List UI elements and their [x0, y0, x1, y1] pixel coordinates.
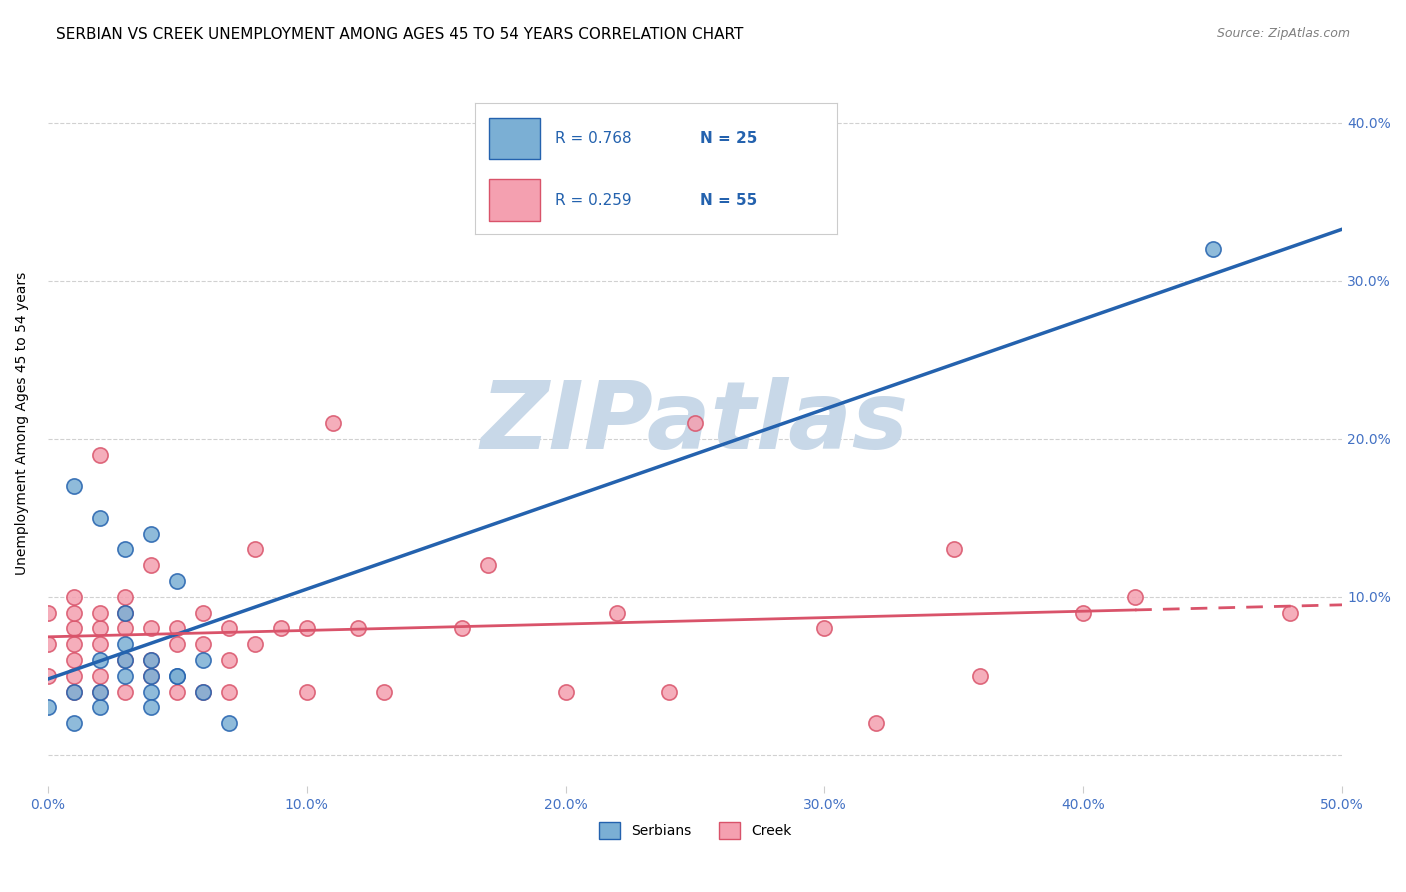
Point	[166, 669, 188, 683]
Point	[37, 606, 59, 620]
Point	[141, 558, 163, 573]
Point	[347, 622, 370, 636]
Point	[270, 622, 292, 636]
Point	[114, 606, 136, 620]
Point	[373, 684, 395, 698]
Point	[89, 448, 111, 462]
Point	[942, 542, 965, 557]
Point	[554, 684, 576, 698]
Point	[243, 637, 266, 651]
Point	[62, 669, 84, 683]
Point	[191, 684, 214, 698]
Legend: Serbians, Creek: Serbians, Creek	[593, 817, 797, 845]
Point	[218, 716, 240, 731]
Point	[62, 684, 84, 698]
Point	[295, 684, 318, 698]
Point	[89, 511, 111, 525]
Point	[114, 653, 136, 667]
Point	[141, 684, 163, 698]
Point	[141, 669, 163, 683]
Point	[62, 606, 84, 620]
Point	[166, 622, 188, 636]
Text: ZIPatlas: ZIPatlas	[481, 377, 910, 469]
Point	[813, 622, 835, 636]
Point	[141, 669, 163, 683]
Text: SERBIAN VS CREEK UNEMPLOYMENT AMONG AGES 45 TO 54 YEARS CORRELATION CHART: SERBIAN VS CREEK UNEMPLOYMENT AMONG AGES…	[56, 27, 744, 42]
Point	[89, 653, 111, 667]
Point	[969, 669, 991, 683]
Text: Source: ZipAtlas.com: Source: ZipAtlas.com	[1216, 27, 1350, 40]
Point	[141, 622, 163, 636]
Point	[62, 653, 84, 667]
Point	[1279, 606, 1302, 620]
Point	[114, 606, 136, 620]
Point	[141, 700, 163, 714]
Point	[191, 653, 214, 667]
Point	[114, 637, 136, 651]
Point	[322, 416, 344, 430]
Point	[141, 526, 163, 541]
Point	[114, 684, 136, 698]
Point	[62, 637, 84, 651]
Point	[62, 590, 84, 604]
Point	[166, 574, 188, 588]
Point	[114, 590, 136, 604]
Point	[62, 622, 84, 636]
Point	[1073, 606, 1095, 620]
Point	[89, 700, 111, 714]
Point	[683, 416, 706, 430]
Point	[89, 606, 111, 620]
Point	[89, 684, 111, 698]
Point	[218, 684, 240, 698]
Point	[451, 622, 474, 636]
Y-axis label: Unemployment Among Ages 45 to 54 years: Unemployment Among Ages 45 to 54 years	[15, 271, 30, 574]
Point	[62, 716, 84, 731]
Point	[243, 542, 266, 557]
Point	[141, 653, 163, 667]
Point	[191, 637, 214, 651]
Point	[114, 669, 136, 683]
Point	[166, 669, 188, 683]
Point	[114, 653, 136, 667]
Point	[114, 622, 136, 636]
Point	[1123, 590, 1146, 604]
Point	[295, 622, 318, 636]
Point	[37, 637, 59, 651]
Point	[477, 558, 499, 573]
Point	[62, 479, 84, 493]
Point	[89, 622, 111, 636]
Point	[865, 716, 887, 731]
Point	[166, 637, 188, 651]
Point	[658, 684, 681, 698]
Point	[62, 684, 84, 698]
Point	[191, 684, 214, 698]
Point	[606, 606, 628, 620]
Point	[1202, 242, 1225, 256]
Point	[218, 653, 240, 667]
Point	[191, 606, 214, 620]
Point	[114, 542, 136, 557]
Point	[166, 684, 188, 698]
Point	[37, 669, 59, 683]
Point	[218, 622, 240, 636]
Point	[89, 637, 111, 651]
Point	[141, 653, 163, 667]
Point	[37, 700, 59, 714]
Point	[89, 669, 111, 683]
Point	[89, 684, 111, 698]
